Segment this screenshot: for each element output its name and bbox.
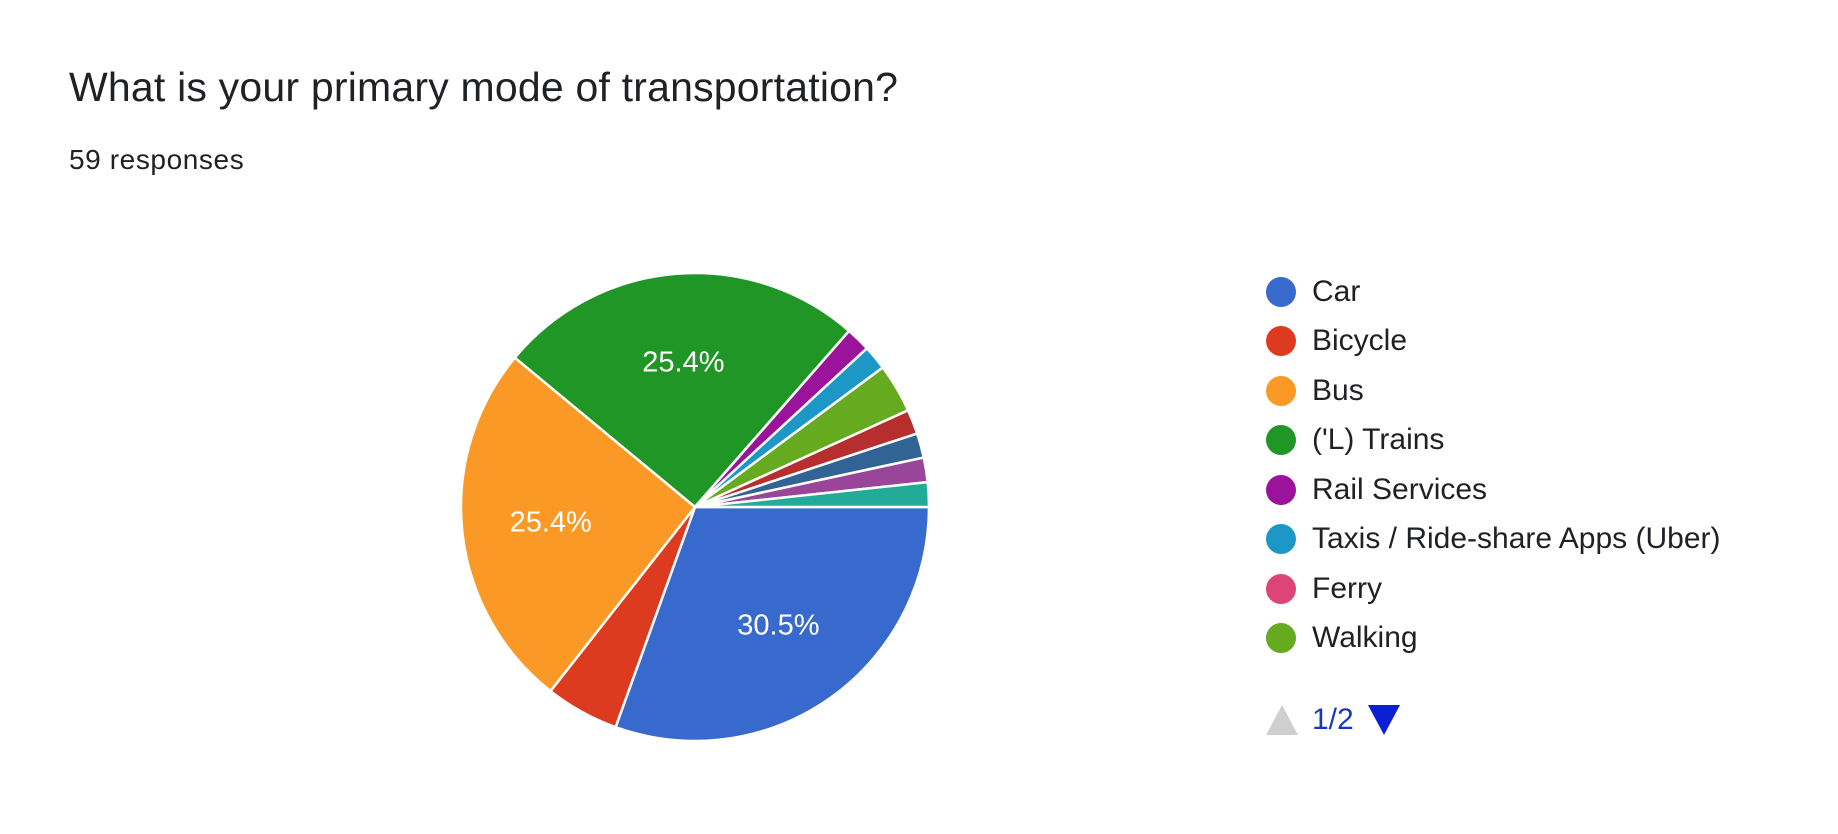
legend-swatch [1266, 425, 1296, 456]
pie-slice-other-11[interactable] [693, 480, 931, 509]
legend-swatch [1266, 623, 1296, 654]
legend-swatch [1266, 524, 1296, 555]
legend-label: Bicycle [1312, 324, 1408, 358]
legend-swatch [1266, 375, 1296, 406]
legend-prev-page-icon[interactable] [1266, 705, 1298, 735]
pie-slice-car[interactable] [614, 505, 931, 743]
legend-item-taxis-ride-share-apps-uber[interactable]: Taxis / Ride-share Apps (Uber) [1266, 515, 1721, 565]
response-count: 59 responses [69, 144, 245, 175]
question-title: What is your primary mode of transportat… [69, 64, 899, 110]
pie-slice-l-trains[interactable] [513, 271, 851, 509]
legend-item-bicycle[interactable]: Bicycle [1266, 317, 1721, 367]
legend-label: ('L) Trains [1312, 423, 1445, 457]
legend-swatch [1266, 276, 1296, 307]
chart-legend: Car Bicycle Bus ('L) Trains Rail Services Tax… [1266, 267, 1721, 663]
legend-item-walking[interactable]: Walking [1266, 614, 1721, 664]
legend-label: Ferry [1312, 571, 1382, 605]
legend-label: Rail Services [1312, 472, 1488, 506]
legend-label: Bus [1312, 373, 1364, 407]
legend-page-indicator: 1/2 [1312, 703, 1354, 736]
legend-label: Walking [1312, 621, 1418, 655]
legend-label: Taxis / Ride-share Apps (Uber) [1312, 522, 1721, 556]
pie-label-l-trains: 25.4% [642, 346, 724, 378]
legend-label: Car [1312, 274, 1361, 308]
legend-item-car[interactable]: Car [1266, 267, 1721, 317]
pie-slice-bus[interactable] [459, 356, 697, 693]
legend-item-ferry[interactable]: Ferry [1266, 564, 1721, 614]
pie-label-bus: 25.4% [510, 506, 592, 538]
pie-label-car: 30.5% [737, 610, 819, 642]
legend-item-rail-services[interactable]: Rail Services [1266, 465, 1721, 515]
legend-item-bus[interactable]: Bus [1266, 366, 1721, 416]
legend-swatch [1266, 573, 1296, 604]
legend-swatch [1266, 474, 1296, 505]
legend-item-l-trains[interactable]: ('L) Trains [1266, 416, 1721, 466]
legend-next-page-icon[interactable] [1367, 705, 1400, 735]
legend-swatch [1266, 326, 1296, 357]
legend-pager: 1/2 [1266, 703, 1400, 737]
